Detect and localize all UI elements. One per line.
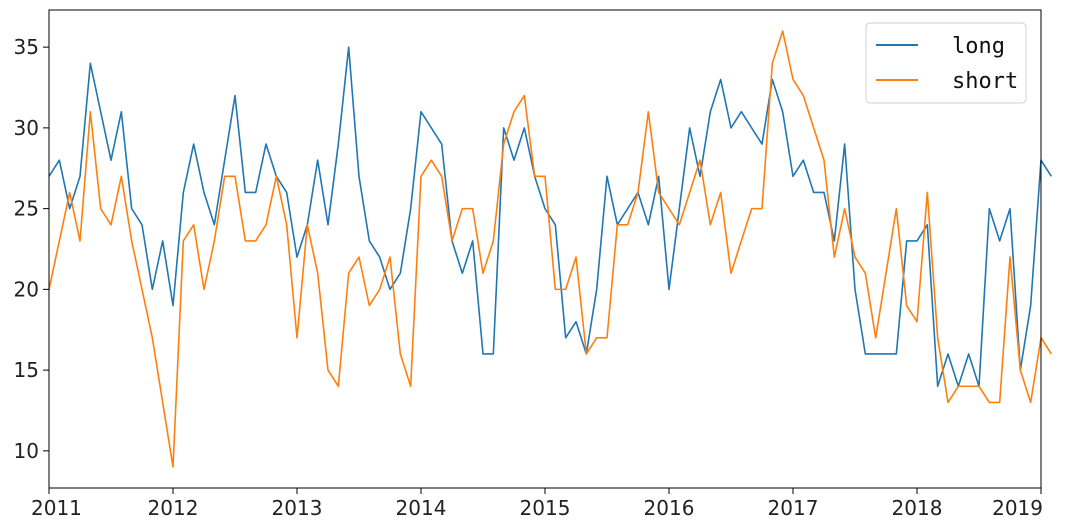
x-tick-label: 2015 xyxy=(520,496,571,520)
x-tick-label: 2017 xyxy=(768,496,819,520)
y-tick-label: 25 xyxy=(14,197,39,221)
x-tick-label: 2014 xyxy=(396,496,447,520)
x-tick-label: 2019 xyxy=(992,496,1043,520)
x-tick-label: 2016 xyxy=(644,496,695,520)
x-tick-label: 2011 xyxy=(31,496,82,520)
series-line-long xyxy=(48,46,1053,388)
legend-box xyxy=(865,22,1027,104)
y-tick-label: 15 xyxy=(14,358,39,382)
series-line-short xyxy=(48,30,1053,468)
x-tick-label: 2018 xyxy=(892,496,943,520)
y-tick-label: 20 xyxy=(14,277,39,301)
series-layer xyxy=(48,30,1053,468)
legend-label-short: short xyxy=(952,69,1018,94)
legend: long short xyxy=(865,22,1027,104)
y-tick-label: 35 xyxy=(14,35,39,59)
axis-layer: 10 15 20 25 30 35 2011 2012 2013 2014 2015 2016 2017… xyxy=(14,35,1043,520)
legend-label-long: long xyxy=(952,34,1005,59)
x-tick-label: 2013 xyxy=(272,496,323,520)
x-tick-label: 2012 xyxy=(148,496,199,520)
y-tick-label: 30 xyxy=(14,116,39,140)
y-tick-label: 10 xyxy=(14,439,39,463)
